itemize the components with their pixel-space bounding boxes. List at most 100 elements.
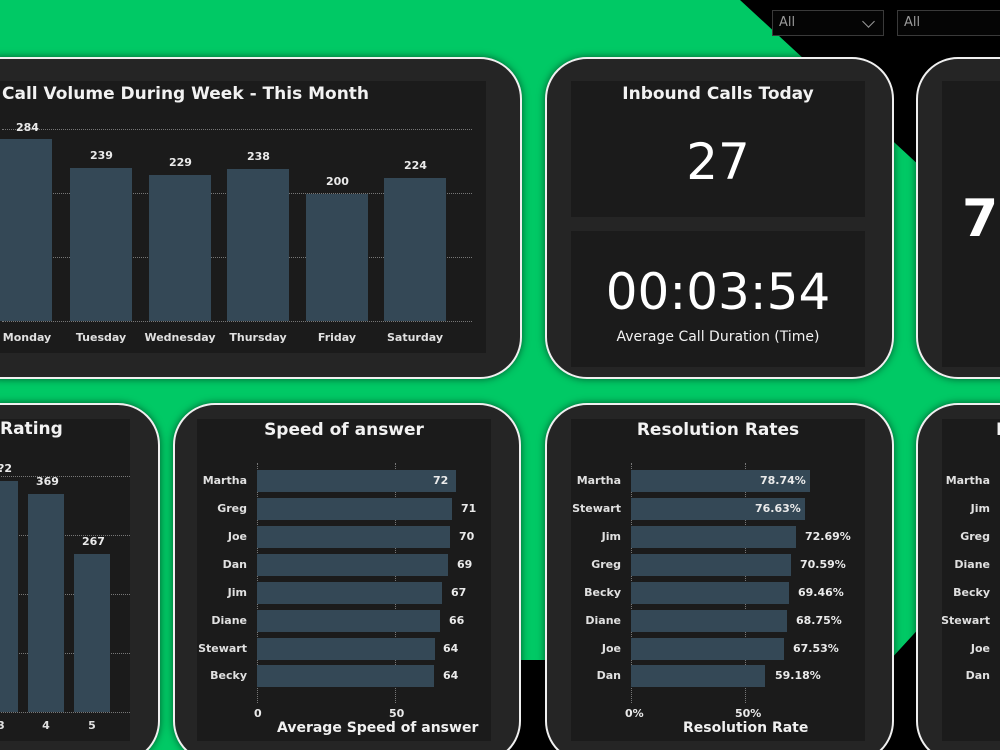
speed-card: Speed of answer Martha 72 Greg 71 Joe 70…	[173, 403, 521, 750]
row-label: Stewart	[572, 502, 621, 515]
axis-title: Average Speed of answer	[277, 720, 479, 736]
call-volume-panel: Call Volume During Week - This Month 284…	[0, 81, 486, 353]
bar-value: 229	[169, 156, 192, 169]
right-kpi-value: 70	[962, 189, 1000, 249]
avg-duration-panel: 00:03:54 Average Call Duration (Time)	[571, 231, 865, 367]
call-volume-card: Call Volume During Week - This Month 284…	[0, 57, 522, 379]
row-label: Becky	[953, 586, 990, 599]
bar-tuesday[interactable]	[70, 168, 132, 321]
gridline	[2, 321, 472, 322]
row-label: Dan	[965, 669, 990, 682]
bar-thursday[interactable]	[227, 169, 289, 321]
chart-title: F	[996, 420, 1000, 440]
bar-value: 67	[451, 586, 467, 599]
right-list-card: F Martha Jim Greg Diane Becky Stewart Jo…	[916, 403, 1000, 750]
axis-tick: 50%	[735, 707, 762, 720]
row-label: Diane	[211, 614, 247, 627]
bar-value: 64	[443, 642, 459, 655]
filter-value: All	[779, 15, 796, 30]
bar-stewart[interactable]	[631, 498, 805, 520]
bar-value: 224	[404, 159, 427, 172]
bar-friday[interactable]	[306, 194, 368, 321]
bar-value: 59.18%	[775, 669, 821, 682]
bar-value: 78.74%	[760, 474, 806, 487]
gridline	[0, 476, 130, 477]
row-label: Joe	[601, 642, 621, 655]
bar-martha[interactable]	[631, 470, 810, 492]
bar-rating-3[interactable]	[0, 481, 18, 712]
inbound-calls-value: 27	[686, 133, 750, 191]
axis-tick: 50	[389, 707, 405, 720]
row-label: Jim	[601, 530, 621, 543]
bar-diane[interactable]	[631, 610, 787, 632]
bar-rating-5[interactable]	[74, 554, 110, 712]
row-label: Greg	[217, 502, 247, 515]
bar-value: 67.53%	[793, 642, 839, 655]
bar-value: 284	[16, 121, 39, 134]
bar-label: Thursday	[229, 331, 287, 344]
axis-tick: 0	[254, 707, 262, 720]
bar-saturday[interactable]	[384, 178, 446, 321]
bar-value: 72	[433, 474, 449, 487]
row-label: Stewart	[941, 614, 990, 627]
speed-panel: Speed of answer Martha 72 Greg 71 Joe 70…	[197, 419, 491, 741]
bar-value: 70.59%	[800, 558, 846, 571]
bar-jim[interactable]	[257, 582, 442, 604]
bar-rating-4[interactable]	[28, 494, 64, 712]
rating-panel: Rating ?2 3 369 4 267 5	[0, 419, 130, 741]
bar-label: 5	[88, 719, 96, 732]
bar-value: 239	[90, 149, 113, 162]
bar-martha[interactable]	[257, 470, 456, 492]
row-label: Jim	[227, 586, 247, 599]
bar-label: Friday	[317, 331, 357, 344]
bar-diane[interactable]	[257, 610, 440, 632]
chevron-down-icon	[862, 15, 875, 28]
bar-joe[interactable]	[631, 638, 784, 660]
bar-joe[interactable]	[257, 526, 450, 548]
row-label: Dan	[222, 558, 247, 571]
bar-value: 68.75%	[796, 614, 842, 627]
bar-value: 71	[461, 502, 477, 515]
bar-value: 66	[449, 614, 465, 627]
bar-value: 69.46%	[798, 586, 844, 599]
filter-dropdown-2[interactable]: All	[897, 10, 1000, 36]
row-label: Becky	[584, 586, 621, 599]
row-label: Martha	[945, 474, 990, 487]
chart-title: Resolution Rates	[636, 420, 800, 440]
filter-dropdown-1[interactable]: All	[772, 10, 884, 36]
chart-title: Call Volume During Week - This Month	[2, 84, 370, 104]
inbound-calls-title: Inbound Calls Today	[622, 84, 814, 104]
resolution-card: Resolution Rates Martha 78.74% Stewart 7…	[545, 403, 894, 750]
right-kpi-panel: 70	[942, 81, 1000, 367]
bar-monday[interactable]	[0, 139, 52, 321]
bar-becky[interactable]	[257, 665, 434, 687]
bar-label: 3	[0, 719, 6, 732]
inbound-calls-panel: Inbound Calls Today 27	[571, 81, 865, 217]
bar-dan[interactable]	[631, 665, 765, 687]
row-label: Diane	[954, 558, 990, 571]
row-label: Greg	[960, 530, 990, 543]
row-label: Becky	[210, 669, 247, 682]
bar-dan[interactable]	[257, 554, 448, 576]
bar-becky[interactable]	[631, 582, 789, 604]
bar-value: 70	[459, 530, 475, 543]
bar-greg[interactable]	[631, 554, 791, 576]
bar-stewart[interactable]	[257, 638, 435, 660]
row-label: Greg	[591, 558, 621, 571]
right-list-panel: F Martha Jim Greg Diane Becky Stewart Jo…	[941, 419, 1000, 741]
bar-label: Monday	[2, 331, 52, 344]
bar-value: ?2	[0, 462, 13, 475]
bar-value: 267	[82, 535, 105, 548]
bar-wednesday[interactable]	[149, 175, 211, 321]
gridline	[0, 653, 130, 654]
gridline	[0, 594, 130, 595]
bar-jim[interactable]	[631, 526, 796, 548]
bar-label: Tuesday	[75, 331, 127, 344]
row-label: Diane	[585, 614, 621, 627]
row-label: Jim	[970, 502, 990, 515]
bar-label: Wednesday	[144, 331, 216, 344]
chart-title: Speed of answer	[264, 420, 424, 440]
bar-label: 4	[42, 719, 50, 732]
bar-greg[interactable]	[257, 498, 452, 520]
row-label: Martha	[576, 474, 621, 487]
